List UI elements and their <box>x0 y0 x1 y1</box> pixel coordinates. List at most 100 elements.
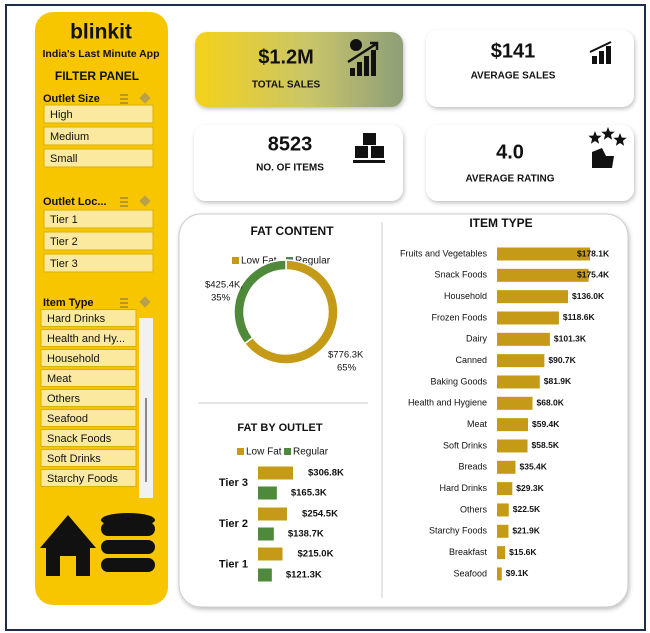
filter-item-label: Soft Drinks <box>47 453 101 465</box>
filter-item-label: Hard Drinks <box>47 313 106 325</box>
percent-label: 35% <box>211 293 231 304</box>
category-label: Soft Drinks <box>443 440 488 450</box>
filter-item[interactable] <box>43 231 154 251</box>
data-label: $35.4K <box>519 462 547 472</box>
filter-item[interactable] <box>40 469 137 487</box>
legend-label: Regular <box>293 447 329 458</box>
category-label: Starchy Foods <box>429 526 488 536</box>
data-label: $175.4K <box>577 270 610 280</box>
filter-item-label: Tier 3 <box>50 258 78 270</box>
bar <box>497 332 550 346</box>
filter-item[interactable] <box>40 449 137 467</box>
filter-title: FILTER PANEL <box>55 69 139 83</box>
clear-filter-icon[interactable] <box>139 195 151 207</box>
data-label: $68.0K <box>537 398 565 408</box>
avg-icon-bar <box>606 46 611 64</box>
category-label: Meat <box>467 419 488 429</box>
legend-label: Low Fat <box>246 447 282 458</box>
filter-item[interactable] <box>40 309 137 327</box>
category-label: Baking Goods <box>430 376 487 386</box>
category-label: Others <box>460 504 488 514</box>
category-label: Breads <box>458 462 487 472</box>
rating-icon-star <box>613 133 627 146</box>
items-icon-base <box>353 160 385 163</box>
filter-item[interactable] <box>40 429 137 447</box>
kpi-label: TOTAL SALES <box>252 80 321 91</box>
filter-label: Outlet Loc... <box>43 196 107 208</box>
percent-label: 65% <box>337 363 357 374</box>
bar <box>258 568 272 582</box>
clear-filter-icon[interactable] <box>139 296 151 308</box>
frame <box>5 4 646 631</box>
category-label: Household <box>444 291 487 301</box>
sales-icon-coin <box>350 39 362 51</box>
data-label: $121.3K <box>286 570 322 581</box>
home-icon[interactable] <box>40 515 96 576</box>
bar <box>497 247 590 261</box>
filter-item-label: Medium <box>50 131 89 143</box>
bar <box>258 486 277 500</box>
bar <box>497 290 569 304</box>
filter-item[interactable] <box>43 104 154 124</box>
kpi-card <box>426 30 634 107</box>
bar <box>497 567 502 581</box>
legend-marker <box>284 448 291 455</box>
data-label: $178.1K <box>577 248 610 258</box>
bar <box>497 546 506 560</box>
avg-icon-bar <box>599 51 604 64</box>
category-label: Snack Foods <box>434 270 487 280</box>
category-label: Frozen Foods <box>431 312 487 322</box>
filter-item-label: Snack Foods <box>47 433 112 445</box>
filter-item[interactable] <box>40 389 137 407</box>
rating-icon-hand <box>592 148 614 168</box>
database-icon[interactable] <box>101 540 155 554</box>
bar <box>497 418 529 432</box>
filter-item-label: Household <box>47 353 100 365</box>
filter-item[interactable] <box>40 329 137 347</box>
filter-item[interactable] <box>43 126 154 146</box>
filter-item[interactable] <box>40 409 137 427</box>
data-label: $118.6K <box>563 312 596 322</box>
data-label: $306.8K <box>308 468 344 479</box>
legend-label: Regular <box>295 256 331 267</box>
legend-label: Low Fat <box>241 256 277 267</box>
bar <box>497 268 589 282</box>
filter-item-label: Starchy Foods <box>47 473 118 485</box>
sales-icon-bar <box>357 62 362 76</box>
category-label: Breakfast <box>449 547 488 557</box>
category-label: Tier 1 <box>219 558 248 570</box>
sales-icon-bar <box>364 56 369 76</box>
filter-item-label: Health and Hy... <box>47 333 125 345</box>
avg-icon-arrow <box>589 41 612 53</box>
filter-item[interactable] <box>43 253 154 273</box>
data-label: $81.9K <box>544 376 572 386</box>
filter-item-label: Others <box>47 393 81 405</box>
data-label: $58.5K <box>532 440 560 450</box>
bar <box>258 466 293 480</box>
filter-item[interactable] <box>43 209 154 229</box>
scroll-thumb <box>145 398 147 482</box>
data-label: $165.3K <box>291 488 327 499</box>
filter-item[interactable] <box>40 369 137 387</box>
database-icon[interactable] <box>101 558 155 572</box>
category-label: Seafood <box>453 568 487 578</box>
bar <box>497 503 509 517</box>
filter-label: Outlet Size <box>43 93 100 105</box>
bar <box>258 507 288 521</box>
data-label: $776.3K <box>328 350 364 361</box>
kpi-value: 4.0 <box>496 141 524 163</box>
rating-icon-star <box>588 131 602 144</box>
filter-item[interactable] <box>40 349 137 367</box>
category-label: Health and Hygiene <box>408 398 487 408</box>
category-label: Fruits and Vegetables <box>400 248 488 258</box>
sales-icon-bar <box>371 50 376 76</box>
database-icon <box>101 513 155 527</box>
filter-item[interactable] <box>43 148 154 168</box>
bar <box>497 375 540 389</box>
sales-icon-bar <box>350 68 355 76</box>
data-label: $138.7K <box>288 529 324 540</box>
legend-marker <box>232 257 239 264</box>
category-label: Dairy <box>466 334 488 344</box>
donut-slice <box>233 259 287 345</box>
